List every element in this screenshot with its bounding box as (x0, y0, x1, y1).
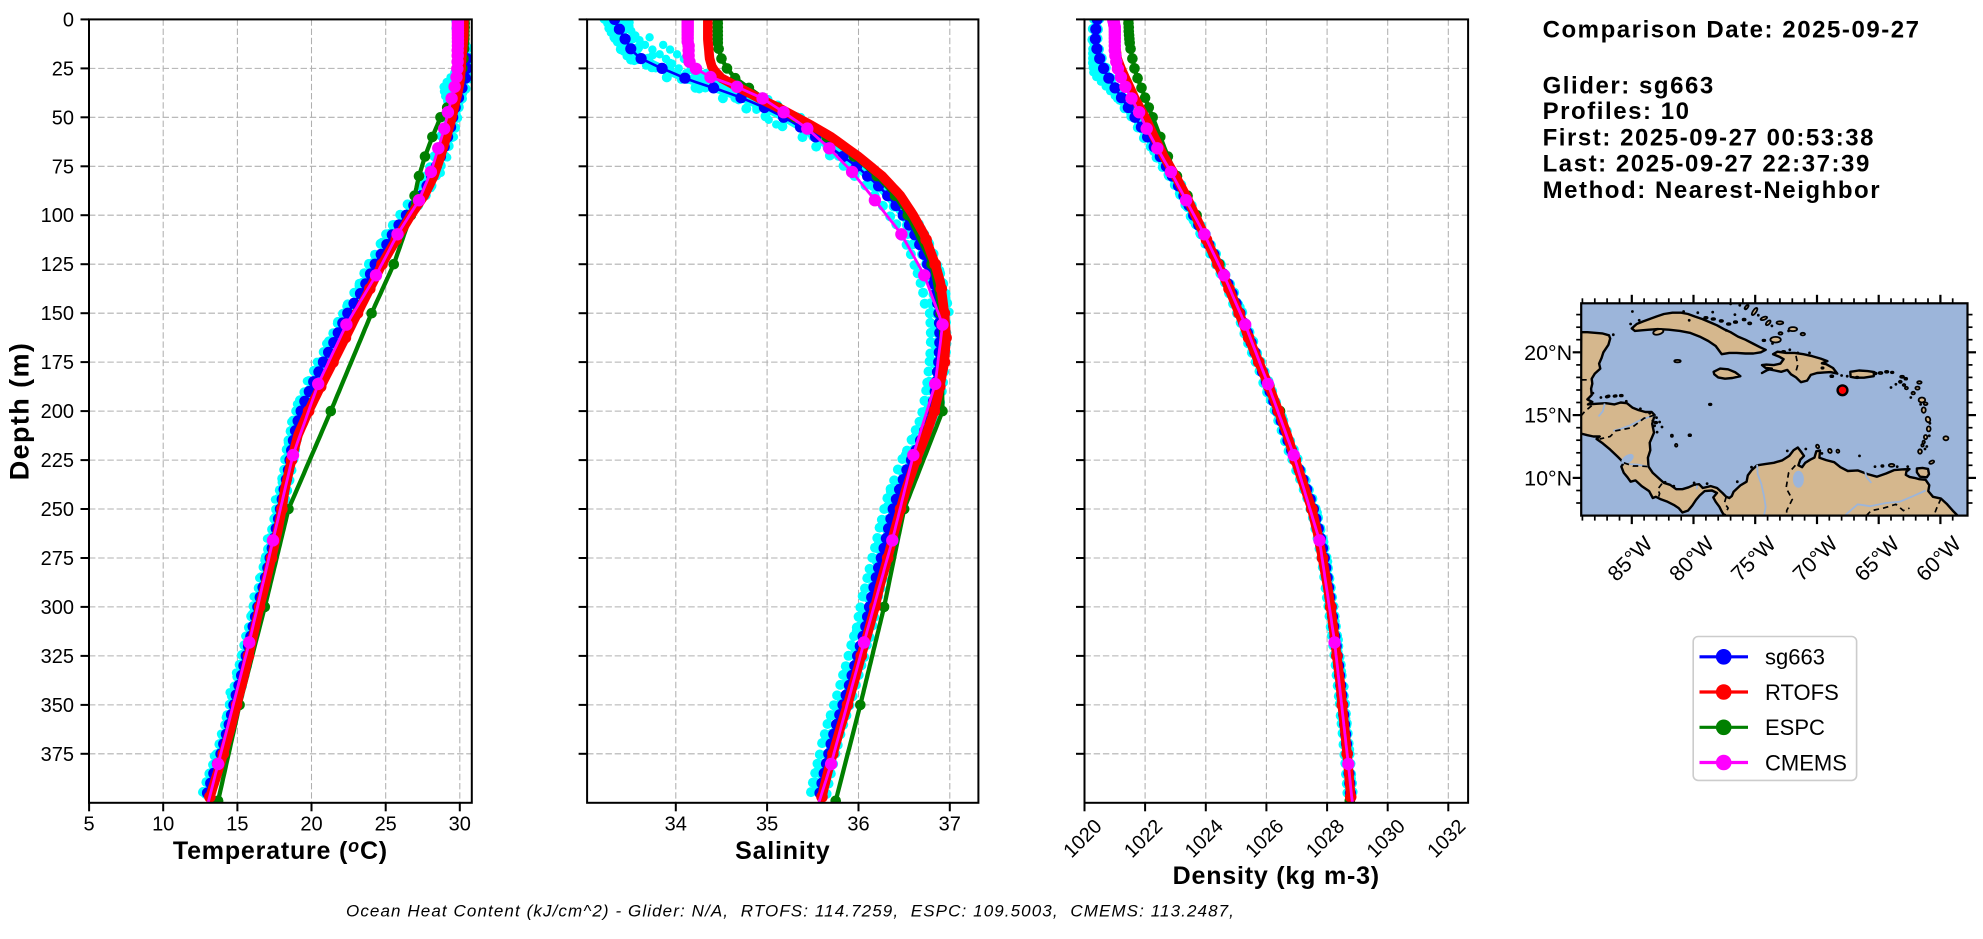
svg-text:75: 75 (52, 156, 74, 178)
svg-text:25: 25 (375, 813, 397, 835)
svg-text:20: 20 (300, 813, 322, 835)
svg-text:275: 275 (41, 548, 74, 570)
svg-text:175: 175 (41, 352, 74, 374)
svg-text:0: 0 (63, 9, 74, 31)
svg-text:325: 325 (41, 646, 74, 668)
svg-text:First: 2025-09-27 00:53:38: First: 2025-09-27 00:53:38 (1543, 124, 1875, 151)
svg-text:36: 36 (847, 813, 869, 835)
svg-text:25: 25 (52, 58, 74, 80)
svg-text:Density (kg m-3): Density (kg m-3) (1173, 862, 1380, 890)
svg-text:34: 34 (665, 813, 687, 835)
svg-text:375: 375 (41, 744, 74, 766)
svg-text:225: 225 (41, 450, 74, 472)
svg-text:Last: 2025-09-27 22:37:39: Last: 2025-09-27 22:37:39 (1543, 151, 1871, 178)
svg-text:37: 37 (939, 813, 961, 835)
svg-text:35: 35 (756, 813, 778, 835)
svg-text:200: 200 (41, 401, 74, 423)
svg-text:Ocean Heat Content (kJ/cm^2) -: Ocean Heat Content (kJ/cm^2) - Glider: N… (346, 902, 1235, 921)
svg-text:10: 10 (152, 813, 174, 835)
svg-text:CMEMS: CMEMS (1765, 750, 1847, 775)
svg-text:30: 30 (449, 813, 471, 835)
svg-text:50: 50 (52, 107, 74, 129)
svg-text:100: 100 (41, 205, 74, 227)
svg-text:Comparison Date: 2025-09-27: Comparison Date: 2025-09-27 (1543, 17, 1921, 44)
svg-text:15°N: 15°N (1524, 404, 1572, 428)
svg-text:150: 150 (41, 303, 74, 325)
svg-text:15: 15 (226, 813, 248, 835)
svg-text:Depth (m): Depth (m) (5, 342, 35, 481)
svg-text:Glider: sg663: Glider: sg663 (1543, 73, 1715, 100)
svg-text:ESPC: ESPC (1765, 715, 1825, 740)
svg-text:Method: Nearest-Neighbor: Method: Nearest-Neighbor (1543, 177, 1882, 204)
svg-text:RTOFS: RTOFS (1765, 680, 1839, 705)
svg-text:Salinity: Salinity (735, 837, 830, 865)
svg-text:Temperature (oC): Temperature (oC) (173, 836, 388, 865)
svg-text:Profiles: 10: Profiles: 10 (1543, 98, 1691, 125)
svg-text:350: 350 (41, 695, 74, 717)
svg-text:sg663: sg663 (1765, 645, 1825, 670)
svg-text:250: 250 (41, 499, 74, 521)
svg-text:300: 300 (41, 597, 74, 619)
svg-text:20°N: 20°N (1524, 341, 1572, 365)
svg-text:5: 5 (84, 813, 95, 835)
svg-text:10°N: 10°N (1524, 466, 1572, 490)
svg-text:125: 125 (41, 254, 74, 276)
